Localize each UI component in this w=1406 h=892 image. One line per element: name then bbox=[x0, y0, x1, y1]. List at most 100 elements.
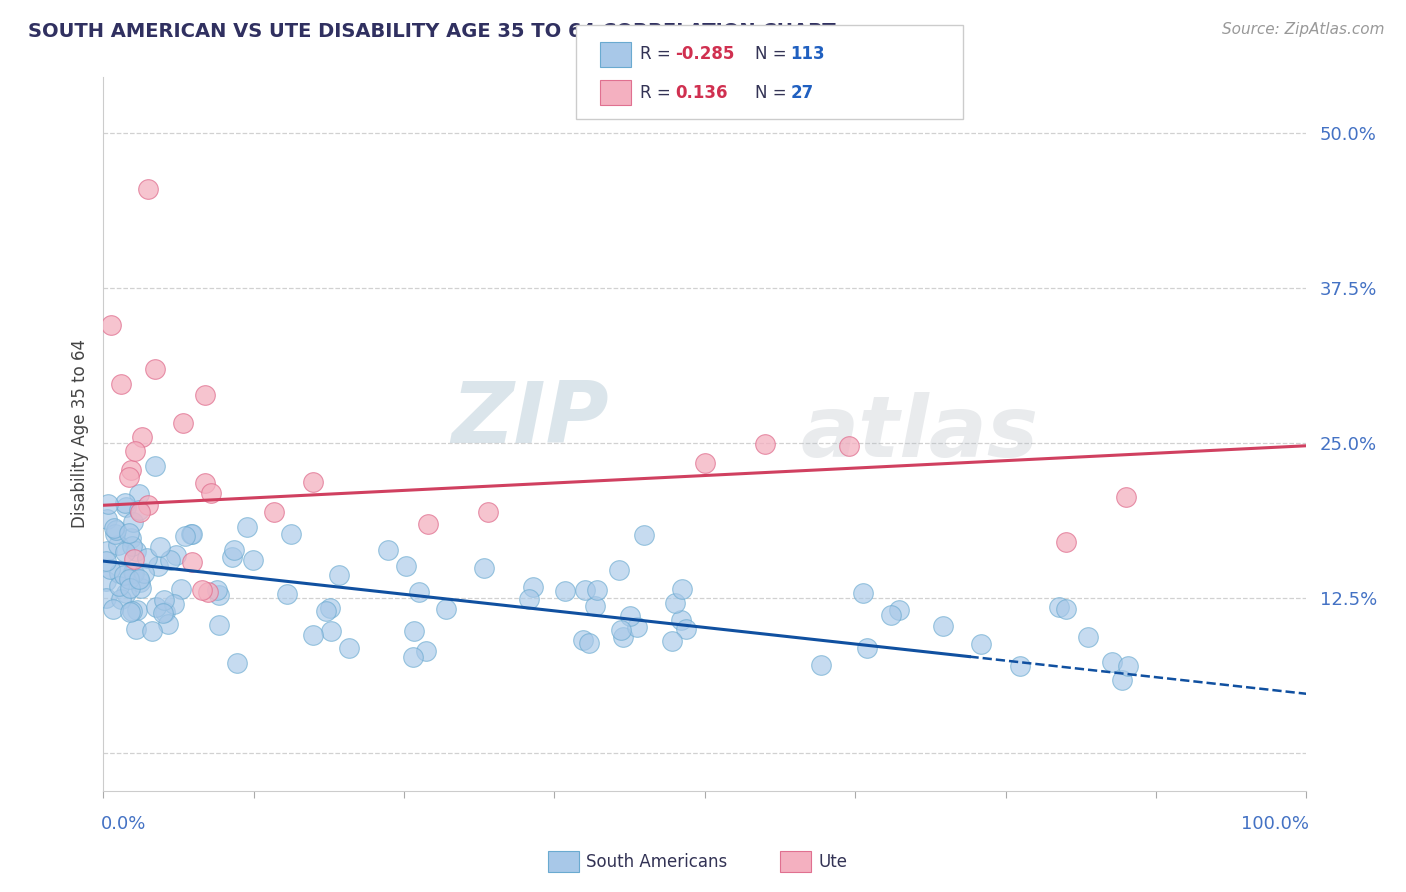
Point bbox=[97, 497, 120, 511]
Text: SOUTH AMERICAN VS UTE DISABILITY AGE 35 TO 64 CORRELATION CHART: SOUTH AMERICAN VS UTE DISABILITY AGE 35 … bbox=[28, 22, 835, 41]
Point bbox=[415, 644, 437, 658]
Point bbox=[1111, 673, 1133, 687]
Point bbox=[131, 581, 153, 595]
Point bbox=[104, 524, 127, 538]
Text: South Americans: South Americans bbox=[586, 853, 727, 871]
Point bbox=[180, 526, 202, 541]
Text: R =: R = bbox=[640, 45, 676, 63]
Point bbox=[107, 538, 129, 552]
Point bbox=[395, 559, 418, 574]
Point bbox=[108, 566, 131, 580]
Point bbox=[129, 575, 152, 590]
Point bbox=[191, 583, 214, 598]
Point bbox=[115, 585, 138, 599]
Point bbox=[242, 553, 264, 567]
Point bbox=[121, 604, 143, 618]
Point bbox=[120, 531, 142, 545]
Point bbox=[263, 505, 285, 519]
Point bbox=[141, 624, 163, 638]
Point bbox=[416, 516, 439, 531]
Point bbox=[146, 558, 169, 573]
Point bbox=[96, 574, 118, 589]
Text: Source: ZipAtlas.com: Source: ZipAtlas.com bbox=[1222, 22, 1385, 37]
Point bbox=[208, 617, 231, 632]
Point bbox=[319, 601, 342, 615]
Point bbox=[124, 443, 146, 458]
Point bbox=[136, 550, 159, 565]
Point bbox=[280, 526, 302, 541]
Text: -0.285: -0.285 bbox=[675, 45, 734, 63]
Point bbox=[328, 568, 350, 582]
Point bbox=[138, 182, 160, 196]
Point bbox=[122, 566, 145, 580]
Point bbox=[110, 591, 132, 606]
Point bbox=[207, 588, 229, 602]
Point bbox=[889, 603, 911, 617]
Point bbox=[162, 597, 184, 611]
Point bbox=[1010, 659, 1032, 673]
Point bbox=[181, 527, 204, 541]
Text: R =: R = bbox=[640, 84, 676, 102]
Point bbox=[152, 606, 174, 620]
Point bbox=[408, 585, 430, 599]
Point bbox=[165, 548, 187, 562]
Point bbox=[114, 496, 136, 510]
Point bbox=[94, 591, 117, 605]
Point bbox=[125, 543, 148, 558]
Point bbox=[226, 656, 249, 670]
Point bbox=[517, 592, 540, 607]
Point bbox=[838, 439, 860, 453]
Point bbox=[1077, 630, 1099, 644]
Point bbox=[319, 624, 342, 638]
Point bbox=[301, 475, 323, 489]
Point bbox=[128, 572, 150, 586]
Point bbox=[172, 417, 194, 431]
Point bbox=[121, 515, 143, 529]
Point bbox=[671, 582, 693, 597]
Point bbox=[880, 608, 903, 623]
Point bbox=[477, 504, 499, 518]
Point bbox=[153, 593, 176, 607]
Point bbox=[554, 584, 576, 599]
Point bbox=[1101, 655, 1123, 669]
Point bbox=[124, 566, 146, 581]
Point bbox=[118, 469, 141, 483]
Point bbox=[153, 605, 176, 619]
Text: 113: 113 bbox=[790, 45, 825, 63]
Point bbox=[970, 637, 993, 651]
Point bbox=[194, 387, 217, 401]
Point bbox=[932, 619, 955, 633]
Point bbox=[96, 511, 118, 525]
Text: 0.136: 0.136 bbox=[675, 84, 727, 102]
Point bbox=[118, 605, 141, 619]
Point bbox=[205, 582, 228, 597]
Text: Ute: Ute bbox=[818, 853, 848, 871]
Point bbox=[302, 628, 325, 642]
Point bbox=[221, 550, 243, 565]
Text: 100.0%: 100.0% bbox=[1240, 815, 1309, 833]
Point bbox=[114, 500, 136, 514]
Point bbox=[131, 430, 153, 444]
Point bbox=[121, 540, 143, 554]
Point bbox=[194, 475, 217, 490]
Point bbox=[132, 566, 155, 580]
Point bbox=[200, 485, 222, 500]
Point bbox=[578, 636, 600, 650]
Point bbox=[377, 543, 399, 558]
Point bbox=[472, 560, 495, 574]
Point bbox=[1054, 602, 1077, 616]
Point bbox=[276, 587, 298, 601]
Point bbox=[583, 599, 606, 613]
Point bbox=[110, 377, 132, 392]
Point bbox=[669, 613, 692, 627]
Point bbox=[572, 632, 595, 647]
Y-axis label: Disability Age 35 to 64: Disability Age 35 to 64 bbox=[72, 340, 89, 528]
Point bbox=[128, 505, 150, 519]
Point bbox=[693, 456, 716, 470]
Point bbox=[851, 586, 873, 600]
Point bbox=[675, 622, 697, 636]
Point bbox=[114, 545, 136, 559]
Point bbox=[1054, 535, 1077, 549]
Point bbox=[103, 521, 125, 535]
Point bbox=[118, 526, 141, 541]
